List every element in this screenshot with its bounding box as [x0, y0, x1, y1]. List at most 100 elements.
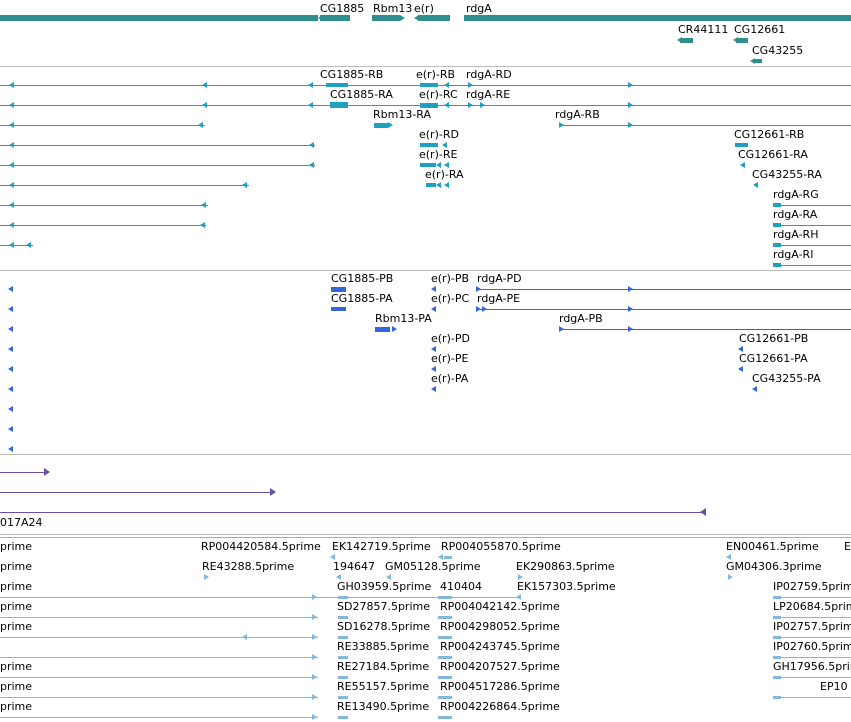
feature-label[interactable]: e(r)-RE	[419, 148, 458, 161]
feature-block[interactable]	[438, 676, 452, 679]
feature-label[interactable]: CG12661	[734, 23, 786, 36]
feature-line[interactable]	[0, 617, 318, 618]
feature-block[interactable]	[773, 696, 781, 699]
feature-block[interactable]	[330, 102, 348, 108]
feature-label[interactable]: RE55157.5prime	[337, 680, 430, 693]
feature-block[interactable]	[773, 223, 781, 227]
feature-block[interactable]	[773, 596, 781, 599]
feature-label[interactable]: Rbm13-RA	[373, 108, 432, 121]
feature-label[interactable]: EP10	[820, 680, 848, 693]
feature-line[interactable]	[0, 597, 517, 598]
feature-label[interactable]: RE27184.5prime	[337, 660, 430, 673]
feature-label[interactable]: e(r)-PD	[431, 332, 470, 345]
feature-label[interactable]: RE33885.5prime	[337, 640, 430, 653]
feature-line[interactable]	[775, 617, 851, 618]
feature-label[interactable]: IP02759.5prime	[773, 580, 851, 593]
feature-line[interactable]	[0, 145, 315, 146]
feature-label[interactable]: GH17956.5prime	[773, 660, 851, 673]
feature-block[interactable]	[464, 15, 851, 21]
feature-label[interactable]: SD16278.5prime	[337, 620, 430, 633]
feature-label[interactable]: IP02757.5prime	[773, 620, 851, 633]
feature-block[interactable]	[420, 83, 438, 87]
feature-label[interactable]: prime	[0, 700, 33, 713]
feature-label[interactable]: GH03959.5prime	[337, 580, 432, 593]
feature-block[interactable]	[426, 183, 436, 187]
feature-block[interactable]	[438, 656, 452, 659]
feature-label[interactable]: RP004243745.5prime	[440, 640, 560, 653]
feature-label[interactable]: EK157303.5prime	[517, 580, 616, 593]
feature-line[interactable]	[775, 657, 851, 658]
feature-block[interactable]	[773, 203, 781, 207]
feature-label[interactable]: rdgA-RG	[773, 188, 819, 201]
feature-label[interactable]: e(r)-RB	[416, 68, 456, 81]
feature-block[interactable]	[338, 616, 348, 619]
feature-block[interactable]	[326, 83, 348, 87]
feature-line[interactable]	[0, 165, 315, 166]
feature-label[interactable]: CG1885	[320, 2, 365, 15]
feature-line[interactable]	[480, 289, 851, 290]
feature-label[interactable]: 194647	[333, 560, 375, 573]
feature-block[interactable]	[753, 59, 762, 63]
feature-label[interactable]: CG12661-RA	[738, 148, 808, 161]
feature-label[interactable]: e(r)	[414, 2, 434, 15]
feature-label[interactable]: RP004298052.5prime	[440, 620, 560, 633]
feature-line[interactable]	[0, 697, 318, 698]
feature-label[interactable]: rdgA-RI	[773, 248, 814, 261]
feature-label[interactable]: 017A24	[0, 516, 43, 529]
feature-line[interactable]	[0, 245, 33, 246]
feature-block[interactable]	[773, 243, 781, 247]
feature-label[interactable]: CG1885-RA	[330, 88, 393, 101]
feature-line[interactable]	[0, 225, 206, 226]
feature-block[interactable]	[338, 716, 348, 719]
feature-block[interactable]	[420, 163, 436, 167]
feature-label[interactable]: CR44111	[678, 23, 729, 36]
feature-label[interactable]: IP02760.5prime	[773, 640, 851, 653]
feature-block[interactable]	[444, 556, 452, 559]
feature-block[interactable]	[374, 123, 388, 128]
feature-line[interactable]	[775, 245, 851, 246]
feature-block[interactable]	[338, 656, 348, 659]
feature-block[interactable]	[420, 143, 438, 147]
feature-line[interactable]	[560, 125, 851, 126]
feature-line[interactable]	[0, 512, 706, 513]
feature-block[interactable]	[680, 38, 693, 43]
feature-label[interactable]: Rbm13-PA	[375, 312, 432, 325]
feature-label[interactable]: LP20684.5prime	[773, 600, 851, 613]
feature-label[interactable]: prime	[0, 680, 33, 693]
feature-label[interactable]: EK290863.5prime	[516, 560, 615, 573]
feature-label[interactable]: CG43255	[752, 44, 804, 57]
feature-block[interactable]	[372, 15, 400, 21]
feature-block[interactable]	[438, 636, 452, 639]
feature-block[interactable]	[773, 636, 781, 639]
feature-block[interactable]	[331, 287, 346, 292]
feature-label[interactable]: prime	[0, 540, 33, 553]
feature-label[interactable]: e(r)-PE	[431, 352, 469, 365]
feature-block[interactable]	[331, 307, 346, 311]
feature-label[interactable]: e(r)-PC	[431, 292, 470, 305]
feature-label[interactable]: rdgA-RH	[773, 228, 819, 241]
feature-label[interactable]: prime	[0, 620, 33, 633]
feature-label[interactable]: prime	[0, 600, 33, 613]
feature-label[interactable]: RP004420584.5prime	[201, 540, 321, 553]
feature-line[interactable]	[0, 185, 249, 186]
feature-label[interactable]: CG1885-RB	[320, 68, 384, 81]
feature-label[interactable]: rdgA	[466, 2, 492, 15]
feature-label[interactable]: CG12661-PA	[739, 352, 808, 365]
feature-label[interactable]: RE43288.5prime	[202, 560, 295, 573]
feature-line[interactable]	[0, 492, 273, 493]
feature-line[interactable]	[0, 472, 47, 473]
feature-label[interactable]: e(r)-PB	[431, 272, 470, 285]
feature-label[interactable]: rdgA-RE	[466, 88, 511, 101]
feature-line[interactable]	[0, 717, 318, 718]
feature-label[interactable]: prime	[0, 560, 33, 573]
feature-block[interactable]	[736, 38, 748, 43]
feature-line[interactable]	[0, 125, 205, 126]
feature-label[interactable]: Rbm13	[373, 2, 413, 15]
feature-line[interactable]	[0, 537, 851, 538]
feature-line[interactable]	[0, 205, 208, 206]
feature-label[interactable]: RP004042142.5prime	[440, 600, 560, 613]
feature-label[interactable]: GM05128.5prime	[385, 560, 481, 573]
feature-label[interactable]: CG1885-PB	[331, 272, 394, 285]
feature-block[interactable]	[773, 263, 781, 267]
feature-block[interactable]	[773, 656, 781, 659]
